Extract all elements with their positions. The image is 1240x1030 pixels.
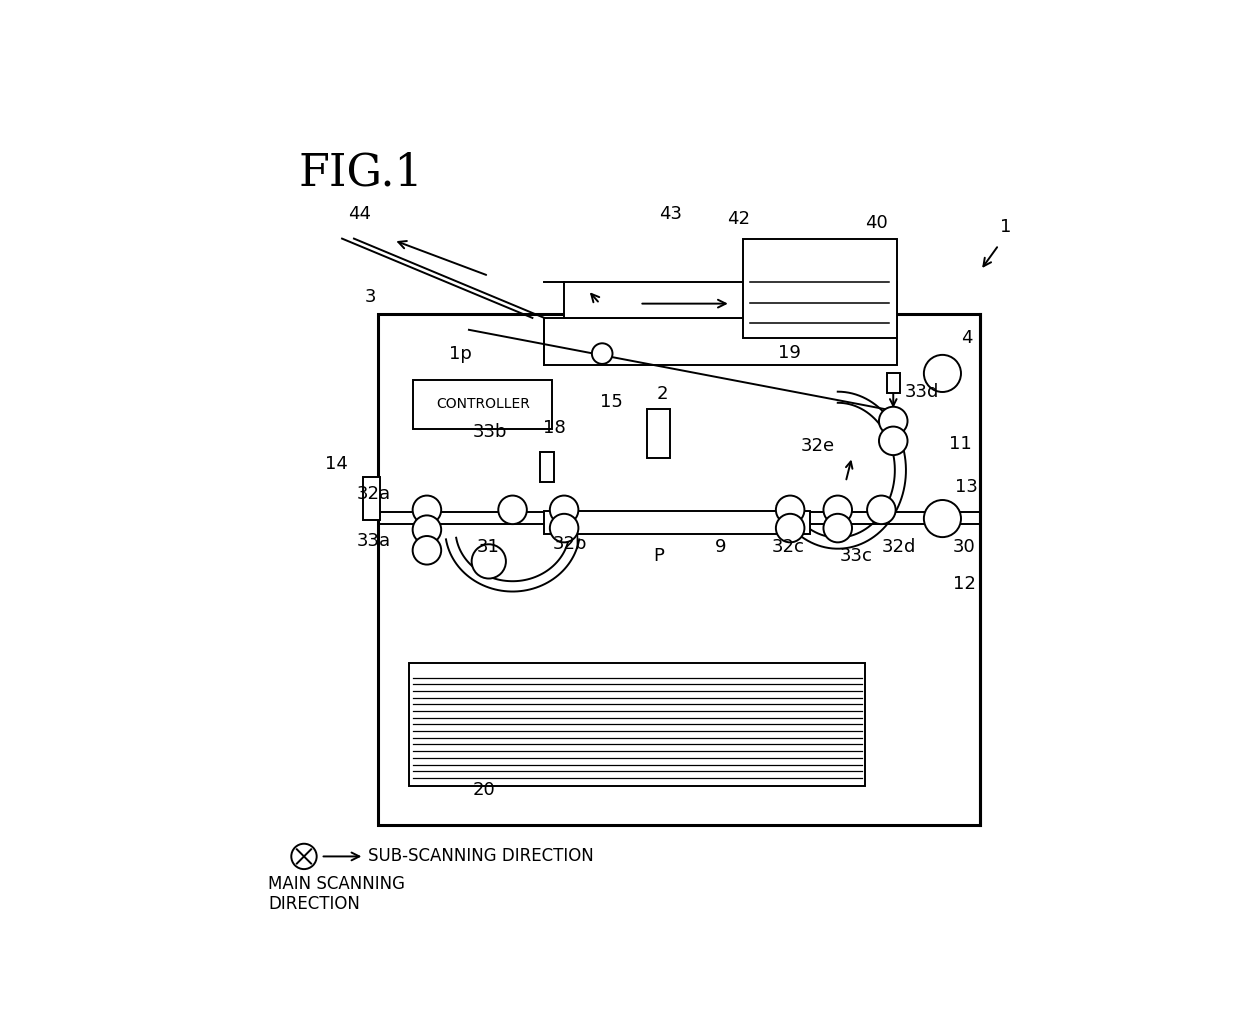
Text: 9: 9 [714,538,727,556]
Circle shape [413,536,441,564]
Text: 33b: 33b [472,423,507,441]
Text: CONTROLLER: CONTROLLER [436,398,529,411]
Text: 12: 12 [952,575,976,593]
Circle shape [776,514,805,543]
Text: 14: 14 [325,454,347,473]
Bar [887,374,899,393]
Text: 18: 18 [543,419,565,437]
Text: 33c: 33c [839,547,872,565]
Text: 43: 43 [660,205,682,222]
Circle shape [498,495,527,524]
Text: 11: 11 [949,435,971,453]
Text: FIG.1: FIG.1 [299,151,423,195]
Text: 15: 15 [600,392,622,411]
Circle shape [471,544,506,579]
Circle shape [879,407,908,436]
Bar [409,663,866,786]
Bar [647,409,670,458]
Bar [541,452,554,482]
Circle shape [867,495,895,524]
Text: 32e: 32e [801,437,835,455]
Circle shape [549,514,578,543]
Text: 32c: 32c [773,538,805,556]
Bar [362,477,381,520]
Circle shape [879,426,908,455]
Text: 3: 3 [365,288,376,306]
Circle shape [549,495,578,524]
Text: 13: 13 [955,478,978,496]
Circle shape [823,514,852,543]
Text: 32d: 32d [882,538,915,556]
Text: P: P [653,547,663,565]
Text: 1p: 1p [449,345,472,364]
Circle shape [413,495,441,524]
Bar [378,314,981,825]
Text: 40: 40 [866,214,888,232]
Text: 4: 4 [961,330,972,347]
Bar [544,512,810,534]
Circle shape [291,844,316,869]
Text: 20: 20 [472,782,496,799]
Text: 1: 1 [1001,218,1012,236]
Circle shape [413,515,441,544]
Circle shape [823,495,852,524]
Text: 2: 2 [657,385,668,403]
Text: 33a: 33a [357,533,392,550]
Text: 44: 44 [348,205,372,222]
Text: 32b: 32b [552,536,587,553]
Text: MAIN SCANNING
DIRECTION: MAIN SCANNING DIRECTION [268,874,405,914]
Circle shape [591,343,613,364]
Text: SUB-SCANNING DIRECTION: SUB-SCANNING DIRECTION [368,848,594,865]
Text: 30: 30 [952,538,976,556]
Circle shape [776,495,805,524]
Text: 33d: 33d [905,383,940,402]
Text: 32a: 32a [357,485,392,503]
Text: 31: 31 [477,538,500,556]
Bar [564,282,898,318]
Circle shape [924,500,961,537]
Bar [743,239,898,338]
Bar [413,380,552,428]
Circle shape [924,355,961,392]
Text: 42: 42 [727,210,750,229]
Text: 19: 19 [779,344,801,362]
Bar [544,318,898,366]
